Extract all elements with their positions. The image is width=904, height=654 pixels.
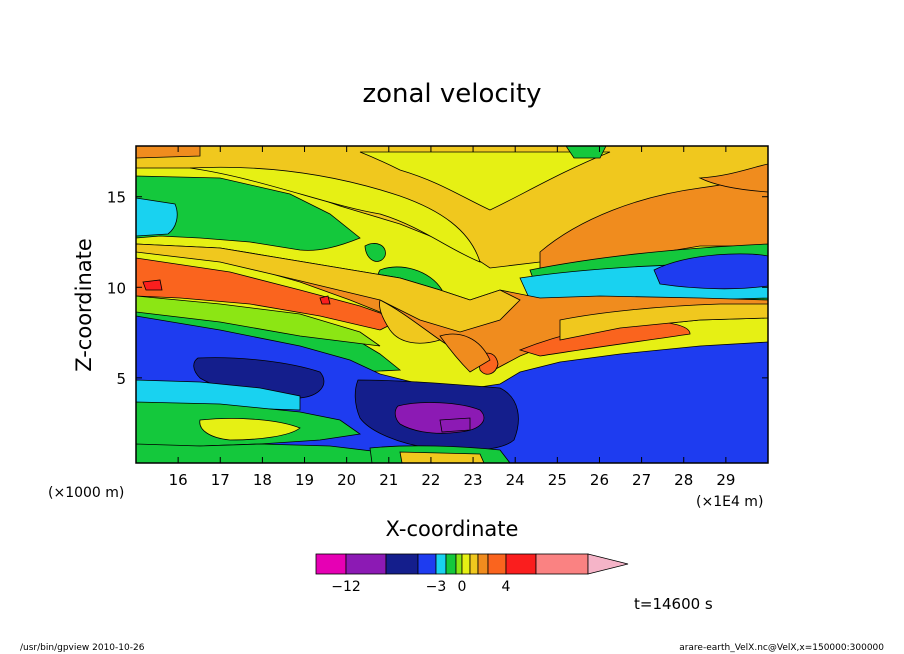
x-tick-label: 25 xyxy=(548,471,567,489)
x-tick-label: 20 xyxy=(337,471,356,489)
contour-region-yellow xyxy=(199,418,301,441)
x-tick-label: 19 xyxy=(295,471,314,489)
colorbar-tick-label: 4 xyxy=(502,579,511,595)
colorbar-swatch xyxy=(469,553,479,575)
contour-region-orange xyxy=(136,146,201,159)
contour-region-gold xyxy=(399,451,485,463)
contour-region-purple xyxy=(439,417,471,433)
contour-region-yellow xyxy=(359,151,611,211)
contour-region-green xyxy=(565,146,607,159)
y-axis-ticks: 5 10 15 xyxy=(107,189,768,388)
x-scale-note: (×1E4 m) xyxy=(696,494,763,510)
x-tick-label: 18 xyxy=(253,471,272,489)
x-tick-label: 29 xyxy=(716,471,735,489)
contour-region-deeporange xyxy=(136,257,402,331)
contour-region-yellow xyxy=(189,166,481,263)
colorbar-swatch xyxy=(505,553,537,575)
colorbar-swatch xyxy=(461,553,471,575)
colorbar-swatch xyxy=(445,553,457,575)
y-scale-note: (×1000 m) xyxy=(48,485,124,501)
chart-title: zonal velocity xyxy=(362,79,541,109)
contour-region-lightgreen xyxy=(136,295,381,347)
contour-region-green xyxy=(136,175,361,251)
x-tick-label: 23 xyxy=(464,471,483,489)
colorbar-tick-labels: −12 −3 0 4 xyxy=(331,579,510,595)
footer-left: /usr/bin/gpview 2010-10-26 xyxy=(20,643,145,653)
footer-right: arare-earth_VelX.nc@VelX,x=150000:300000 xyxy=(679,643,884,653)
contour-region-gold xyxy=(136,243,521,333)
time-label: t=14600 s xyxy=(634,595,713,613)
x-axis-ticks: 16 17 18 19 20 21 22 23 24 25 26 27 28 29 xyxy=(169,146,735,489)
x-tick-label: 27 xyxy=(632,471,651,489)
contour-region-green xyxy=(364,243,386,262)
colorbar-swatch xyxy=(345,553,387,575)
contour-region-cyan xyxy=(136,197,178,237)
x-tick-label: 21 xyxy=(379,471,398,489)
contour-region-green xyxy=(136,443,381,463)
y-axis-label: Z-coordinate xyxy=(72,238,96,372)
colorbar-tick-label: 0 xyxy=(458,579,467,595)
contour-region-orange xyxy=(439,333,491,373)
x-tick-label: 28 xyxy=(674,471,693,489)
colorbar-swatch xyxy=(455,553,463,575)
contour-region-orange xyxy=(698,163,768,193)
x-tick-label: 16 xyxy=(169,471,188,489)
plot-frame xyxy=(135,145,769,464)
x-axis-label: X-coordinate xyxy=(386,517,519,541)
colorbar-swatch xyxy=(315,553,347,575)
colorbar-overflow-arrow xyxy=(587,553,629,575)
x-tick-label: 26 xyxy=(590,471,609,489)
contour-region-orange xyxy=(539,173,768,271)
y-tick-label: 5 xyxy=(116,370,126,388)
x-tick-label: 22 xyxy=(421,471,440,489)
colorbar xyxy=(315,553,629,575)
x-tick-label: 24 xyxy=(506,471,525,489)
contour-region-blue xyxy=(653,253,768,290)
colorbar-swatch xyxy=(417,553,437,575)
contour-region-red xyxy=(142,279,163,291)
velocity-field xyxy=(136,146,768,463)
contour-region-red xyxy=(319,295,331,305)
x-tick-label: 17 xyxy=(211,471,230,489)
colorbar-tick-label: −3 xyxy=(426,579,447,595)
colorbar-swatch xyxy=(487,553,507,575)
colorbar-tick-label: −12 xyxy=(331,579,361,595)
colorbar-swatch xyxy=(477,553,489,575)
colorbar-swatch xyxy=(385,553,419,575)
y-tick-label: 15 xyxy=(107,189,126,207)
colorbar-swatch xyxy=(435,553,447,575)
contour-region-gold xyxy=(559,303,768,341)
contour-region-gold xyxy=(379,299,441,344)
y-tick-label: 10 xyxy=(107,279,126,297)
colorbar-swatch xyxy=(535,553,589,575)
